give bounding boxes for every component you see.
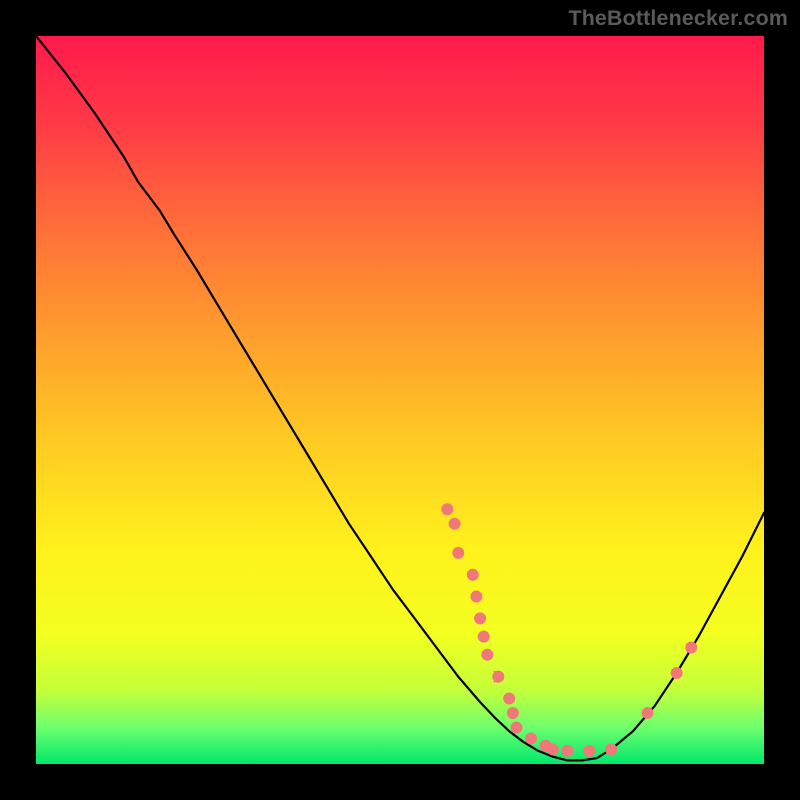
data-marker [481, 649, 493, 661]
data-marker [561, 745, 573, 757]
data-marker [510, 722, 522, 734]
data-marker [583, 745, 595, 757]
data-marker [492, 671, 504, 683]
bottleneck-curve [36, 36, 764, 760]
data-marker [642, 707, 654, 719]
data-marker [503, 692, 515, 704]
watermark-text: TheBottlenecker.com [568, 6, 788, 31]
data-marker [507, 707, 519, 719]
data-marker [474, 612, 486, 624]
chart-canvas: TheBottlenecker.com [0, 0, 800, 800]
data-marker [452, 547, 464, 559]
data-marker [441, 503, 453, 515]
data-marker [605, 743, 617, 755]
plot-area [36, 36, 764, 764]
data-marker [685, 642, 697, 654]
data-marker [449, 518, 461, 530]
data-marker [467, 569, 479, 581]
data-marker [525, 733, 537, 745]
data-marker [671, 667, 683, 679]
data-marker [470, 591, 482, 603]
data-marker [478, 631, 490, 643]
plot-overlay [36, 36, 764, 764]
data-marker [547, 743, 559, 755]
